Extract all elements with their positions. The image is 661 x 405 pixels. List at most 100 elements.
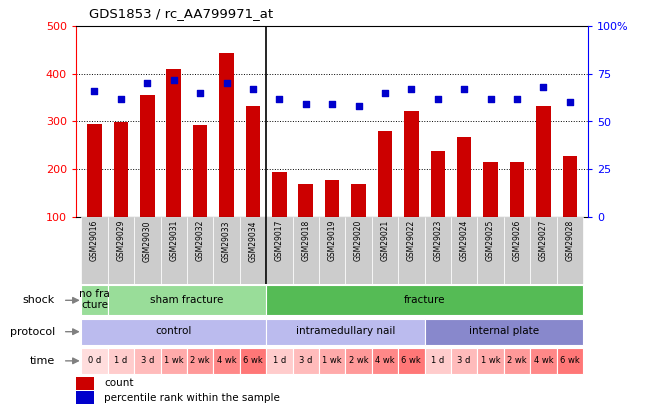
Bar <box>87 124 102 217</box>
Text: GSM29019: GSM29019 <box>328 220 336 261</box>
Text: GSM29020: GSM29020 <box>354 220 363 261</box>
Point <box>353 103 364 109</box>
Bar <box>371 217 398 284</box>
Bar <box>345 348 371 374</box>
Bar <box>398 217 424 284</box>
Bar <box>483 162 498 217</box>
Bar <box>293 217 319 284</box>
Text: GSM29026: GSM29026 <box>512 220 522 261</box>
Text: GSM29023: GSM29023 <box>433 220 442 261</box>
Text: internal plate: internal plate <box>469 326 539 336</box>
Point <box>301 101 311 108</box>
Bar <box>319 348 345 374</box>
Bar <box>557 217 583 284</box>
Text: GSM29028: GSM29028 <box>565 220 574 261</box>
Bar <box>299 184 313 217</box>
Point <box>406 86 416 92</box>
Text: GSM29032: GSM29032 <box>196 220 205 261</box>
Bar <box>504 217 530 284</box>
Bar <box>351 184 366 217</box>
Bar <box>134 217 161 284</box>
Text: 1 wk: 1 wk <box>481 356 500 365</box>
Bar <box>187 348 214 374</box>
Text: GSM29027: GSM29027 <box>539 220 548 261</box>
Point <box>512 96 522 102</box>
Bar <box>240 217 266 284</box>
Point <box>432 96 443 102</box>
Text: GSM29034: GSM29034 <box>249 220 257 262</box>
Text: 4 wk: 4 wk <box>533 356 553 365</box>
Bar <box>266 217 293 284</box>
Text: 2 wk: 2 wk <box>507 356 527 365</box>
Bar <box>477 348 504 374</box>
Text: GSM29021: GSM29021 <box>381 220 389 261</box>
Bar <box>325 179 339 217</box>
Bar <box>424 348 451 374</box>
Text: GSM29022: GSM29022 <box>407 220 416 261</box>
Text: 2 wk: 2 wk <box>190 356 210 365</box>
Bar <box>510 162 524 217</box>
Text: count: count <box>104 378 134 388</box>
Bar <box>161 348 187 374</box>
Bar <box>134 348 161 374</box>
Bar <box>108 217 134 284</box>
Point <box>221 80 232 87</box>
Bar <box>108 348 134 374</box>
Bar <box>293 348 319 374</box>
Text: GSM29016: GSM29016 <box>90 220 99 261</box>
Bar <box>563 156 577 217</box>
Bar <box>114 122 128 217</box>
Point <box>89 88 100 94</box>
Text: time: time <box>30 356 55 366</box>
Point <box>459 86 469 92</box>
Text: 1 wk: 1 wk <box>164 356 184 365</box>
Bar <box>214 217 240 284</box>
Text: sham fracture: sham fracture <box>150 294 223 305</box>
Bar <box>451 348 477 374</box>
Bar <box>240 348 266 374</box>
Text: 4 wk: 4 wk <box>375 356 395 365</box>
Text: shock: shock <box>22 295 55 305</box>
Point <box>327 101 338 108</box>
Text: 2 wk: 2 wk <box>349 356 368 365</box>
Bar <box>272 173 287 217</box>
Text: GSM29030: GSM29030 <box>143 220 152 262</box>
Bar <box>219 53 234 217</box>
Bar <box>76 391 94 404</box>
Bar <box>536 106 551 217</box>
Text: 0 d: 0 d <box>88 356 101 365</box>
Text: GSM29018: GSM29018 <box>301 220 310 261</box>
Bar <box>504 348 530 374</box>
Bar <box>377 131 392 217</box>
Text: 3 d: 3 d <box>457 356 471 365</box>
Bar <box>187 217 214 284</box>
Text: 1 d: 1 d <box>431 356 444 365</box>
Text: 1 wk: 1 wk <box>323 356 342 365</box>
Bar <box>81 217 108 284</box>
Bar <box>319 217 345 284</box>
Text: 3 d: 3 d <box>299 356 313 365</box>
Bar <box>457 137 471 217</box>
Bar <box>246 106 260 217</box>
Text: 1 d: 1 d <box>114 356 128 365</box>
Text: control: control <box>155 326 192 336</box>
Bar <box>161 217 187 284</box>
Text: GSM29031: GSM29031 <box>169 220 178 261</box>
Text: 4 wk: 4 wk <box>217 356 237 365</box>
Bar <box>477 217 504 284</box>
Bar <box>108 285 266 315</box>
Bar <box>81 319 266 345</box>
Text: protocol: protocol <box>10 327 55 337</box>
Text: 6 wk: 6 wk <box>243 356 263 365</box>
Bar <box>398 348 424 374</box>
Bar <box>430 151 445 217</box>
Text: GSM29033: GSM29033 <box>222 220 231 262</box>
Point <box>195 90 206 96</box>
Bar <box>193 125 208 217</box>
Bar <box>140 95 155 217</box>
Bar <box>345 217 371 284</box>
Point <box>274 96 285 102</box>
Bar <box>81 285 108 315</box>
Bar <box>424 217 451 284</box>
Text: no fra
cture: no fra cture <box>79 289 110 311</box>
